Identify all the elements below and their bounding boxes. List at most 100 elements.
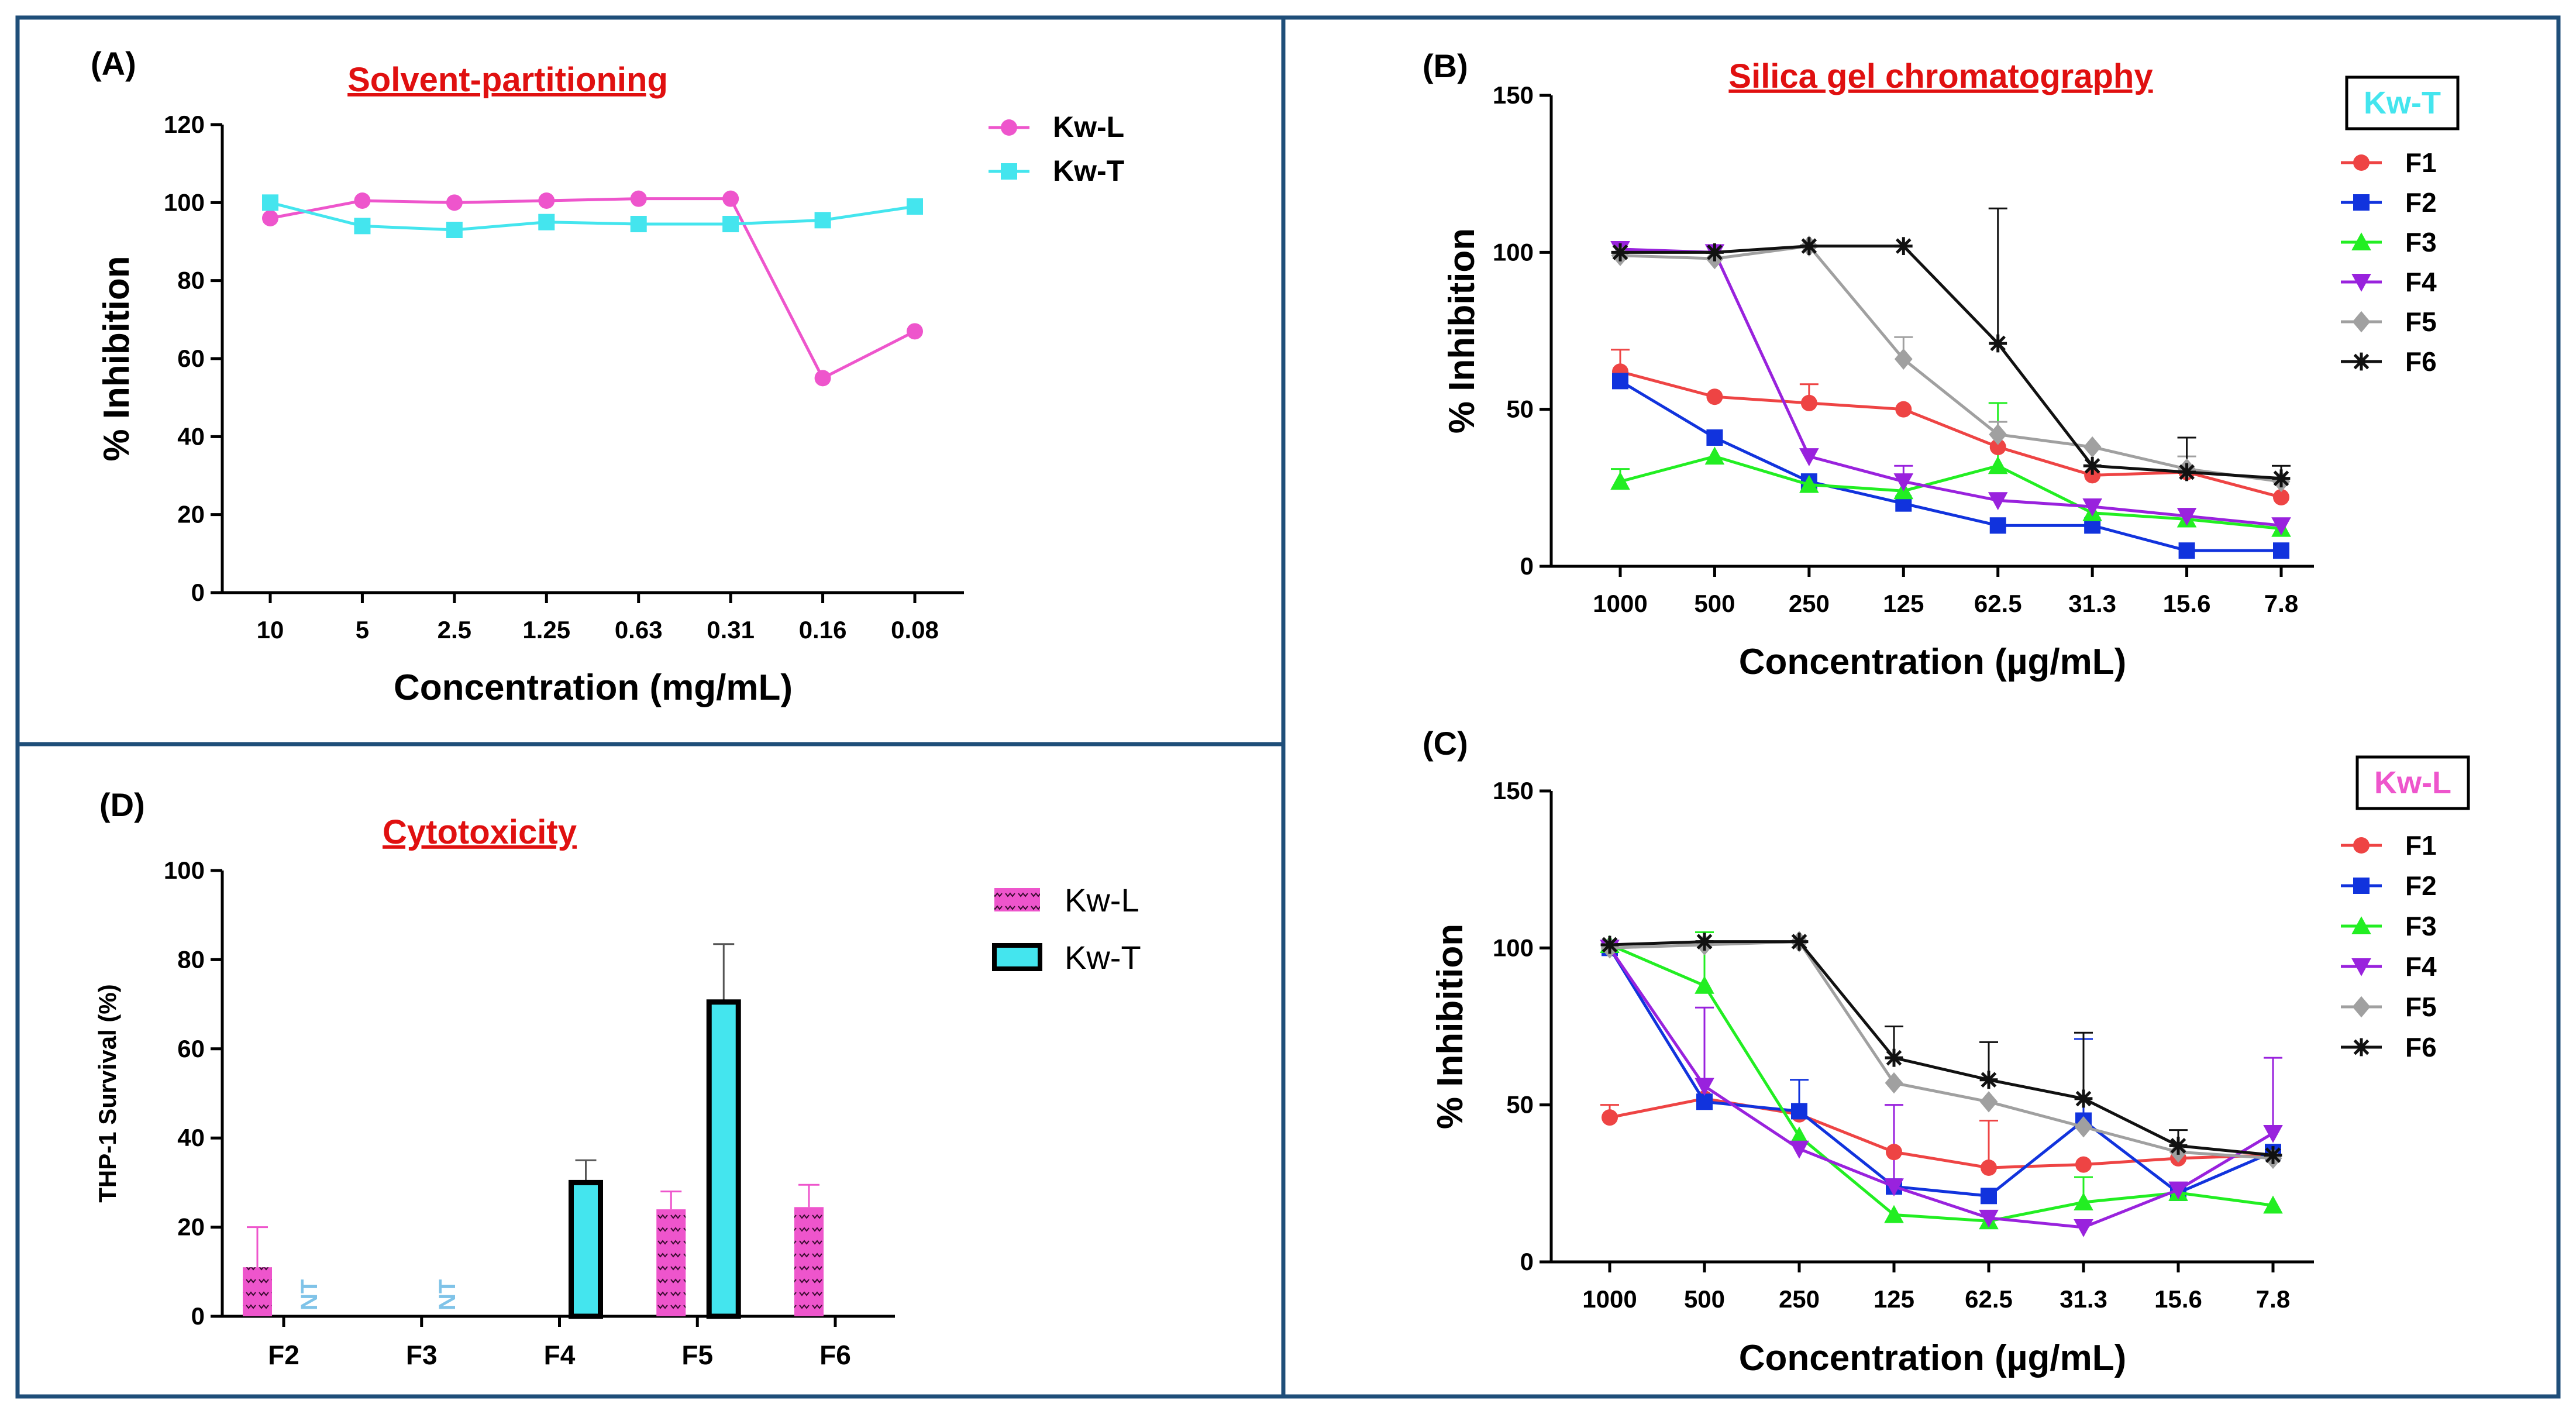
panel-b: 0 50 100 150 1000 500 250 125 62.5 31.3 15.6 7.8 F1 F… (1423, 47, 2460, 682)
panel-b-point-f4 (1799, 448, 1819, 466)
panel-c-point-f4 (1884, 1178, 1904, 1196)
panel-a-point-kw-t (262, 194, 278, 211)
panel-c-legend-marker-f3 (2351, 916, 2371, 934)
panel-c-point-f4 (2074, 1219, 2093, 1237)
panel-d-legend-label-kw-l: Kw-L (1065, 882, 1139, 918)
panel-b-point-f2 (1612, 373, 1628, 390)
panel-c-point-f3 (1884, 1205, 1904, 1223)
panel-c-series-line-f5 (1609, 940, 2274, 1160)
panel-c-point-f1 (2075, 1156, 2092, 1173)
panel-a-point-kw-t (354, 218, 371, 235)
panel-b-y-tick-label: 100 (1493, 238, 1534, 266)
panel-d-y-axis-title: THP-1 Survival (%) (94, 984, 121, 1202)
panel-b-legend-label-f3: F3 (2405, 227, 2437, 257)
panel-d-annotation-nt: NT (297, 1279, 322, 1310)
panel-b-point-f5 (2083, 436, 2102, 458)
panel-d-bar-kw-l (243, 1267, 272, 1316)
panel-b-point-f3 (1704, 446, 1725, 465)
panel-c-point-f2 (1696, 1093, 1713, 1110)
panel-c-point-f3 (2074, 1192, 2093, 1211)
panel-d-x-tick-label: F3 (406, 1340, 438, 1370)
panel-a-point-kw-t (907, 198, 923, 215)
panel-a: 0 20 40 60 80 100 120 10 5 2.5 1.25 0.63 0.31 0.16 0.0… (91, 45, 1124, 708)
panel-b-x-tick-label: 1000 (1593, 590, 1647, 617)
outer-border (15, 15, 2561, 1399)
panel-d-x-tick-label: F5 (681, 1340, 713, 1370)
panel-c-point-f6 (1979, 1071, 1998, 1089)
panel-b-x-tick-label: 15.6 (2163, 590, 2211, 617)
panel-c-point-f6 (1790, 933, 1809, 951)
panel-b-legend-label-f1: F1 (2405, 147, 2437, 178)
panel-b-point-f2 (1989, 517, 2006, 534)
panel-a-x-tick-label: 0.16 (799, 616, 847, 644)
panel-c-point-f2 (1791, 1103, 1807, 1120)
panel-c-label: (C) (1423, 725, 1468, 762)
panel-d: 0 20 40 60 80 100 F2 F3 F4 F5 F6 NT NT Kw-L Kw-T (D) Cyt… (94, 786, 1141, 1370)
panel-b-point-f1 (1895, 401, 1912, 418)
panel-b-x-axis-title: Concentration (µg/mL) (1739, 642, 2127, 682)
panel-c-legend-marker-f6 (2352, 1038, 2371, 1057)
panel-b-x-tick-label: 62.5 (1974, 590, 2022, 617)
panel-b-legend-label-f2: F2 (2405, 187, 2437, 218)
panel-a-point-kw-l (907, 323, 923, 340)
panel-c-x-tick-label: 15.6 (2154, 1285, 2202, 1313)
panel-c-point-f2 (1981, 1188, 1997, 1205)
panel-c-legend-label-f2: F2 (2405, 871, 2437, 901)
panel-b-point-f2 (2178, 542, 2195, 559)
panel-c-x-tick-label: 62.5 (1965, 1285, 2013, 1313)
panel-d-legend-label-kw-t: Kw-T (1065, 939, 1141, 976)
panel-c-point-f4 (1789, 1140, 1809, 1159)
panel-d-y-tick-label: 40 (177, 1124, 205, 1151)
panel-c-legend-label-f1: F1 (2405, 830, 2437, 861)
panel-a-point-kw-t (814, 212, 831, 229)
panel-c-series-line-f6 (1609, 940, 2274, 1157)
panel-d-bar-kw-t (706, 999, 741, 1319)
panel-a-legend-marker-kw-t (1001, 163, 1017, 180)
panel-b-y-tick-label: 50 (1506, 395, 1534, 423)
panel-borders (15, 15, 2561, 1399)
panel-c-series-line-f2 (1608, 947, 2274, 1198)
panel-d-title: Cytotoxicity (383, 813, 577, 851)
panel-b-point-f4 (2176, 508, 2197, 526)
panel-b-point-f1 (1800, 394, 1817, 411)
panel-c-x-tick-label: 125 (1874, 1285, 1914, 1313)
panel-b-legend-marker-f4 (2351, 274, 2371, 292)
panel-c-point-f6 (2264, 1146, 2282, 1164)
panel-d-bar-kw-l (794, 1207, 824, 1316)
panel-a-x-tick-label: 10 (257, 616, 284, 644)
panel-b-point-f1 (2273, 488, 2289, 505)
panel-b-legend-marker-f3 (2351, 232, 2371, 250)
panel-a-x-tick-label: 5 (356, 616, 369, 644)
panel-c-legend-label-f6: F6 (2405, 1032, 2437, 1062)
panel-b-series-line-f4 (1620, 247, 2282, 527)
panel-b-point-f4 (2082, 498, 2102, 517)
panel-a-label: (A) (91, 45, 136, 82)
panel-b-point-f2 (1706, 429, 1723, 446)
panel-b-title: Silica gel chromatography (1728, 57, 2153, 95)
panel-b-point-f2 (2273, 542, 2289, 559)
panel-c-y-tick-label: 50 (1506, 1091, 1534, 1119)
panel-d-annotation-nt: NT (435, 1279, 460, 1310)
panel-a-y-tick-label: 120 (164, 111, 205, 138)
panel-d-bar-kw-t (569, 1179, 603, 1319)
panel-b-legend-marker-f5 (2352, 311, 2371, 333)
panel-b-point-f1 (1706, 388, 1723, 405)
panel-b-legend-marker-f1 (2353, 154, 2370, 171)
panel-a-series-line-kw-l (270, 197, 916, 380)
panel-c-y-tick-label: 100 (1493, 934, 1534, 961)
panel-b-legend-label-f5: F5 (2405, 307, 2437, 337)
panel-c-legend-marker-f2 (2353, 878, 2370, 894)
panel-b-point-f5 (1894, 348, 1913, 370)
panel-c-point-f4 (2168, 1181, 2188, 1200)
panel-c-point-f4 (2263, 1124, 2283, 1143)
panel-d-y-tick-label: 80 (177, 945, 205, 973)
panel-b-series-line-f3 (1620, 455, 2282, 531)
panel-c-y-tick-label: 0 (1520, 1248, 1534, 1275)
panel-d-legend-swatch-kw-l (994, 888, 1040, 911)
panel-a-y-tick-label: 40 (177, 422, 205, 450)
panel-c-point-f6 (1885, 1048, 1903, 1067)
panel-b-point-f5 (1989, 424, 2007, 445)
panel-b-point-f6 (1611, 243, 1630, 262)
panel-d-label: (D) (99, 786, 145, 823)
panel-b-point-f6 (2272, 469, 2291, 488)
